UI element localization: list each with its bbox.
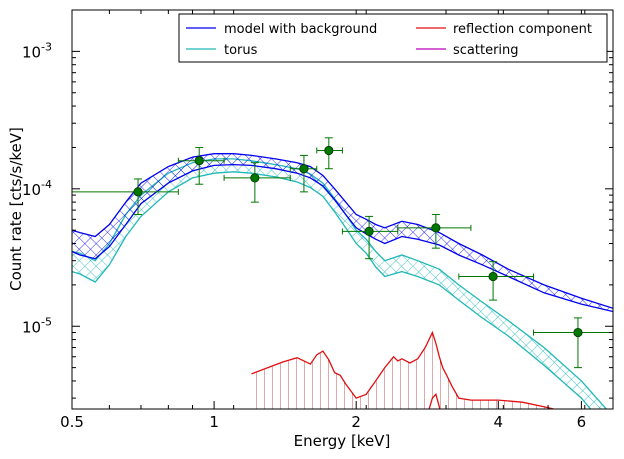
y-tick-label: 10-4 xyxy=(22,178,52,199)
data-marker xyxy=(133,187,143,197)
x-tick-label: 4 xyxy=(494,413,504,431)
data-marker xyxy=(573,327,583,338)
x-axis-title: Energy [keV] xyxy=(294,432,391,450)
x-tick-label: 2 xyxy=(351,413,361,431)
data-point xyxy=(341,215,399,260)
data-point xyxy=(223,162,291,203)
torus-band xyxy=(72,158,607,409)
y-tick-label: 10-3 xyxy=(22,40,52,61)
data-marker xyxy=(364,226,374,236)
plot-frame xyxy=(71,9,614,410)
x-tick-label: 6 xyxy=(577,413,587,431)
x-tick-label: 0.5 xyxy=(60,413,84,431)
y-axis-title: Count rate [cts/s/keV] xyxy=(7,127,25,291)
data-marker xyxy=(194,156,204,166)
data-marker xyxy=(299,164,309,174)
data-point xyxy=(289,154,318,193)
data-points-layer xyxy=(72,137,613,369)
data-marker xyxy=(324,145,334,156)
x-tick-label: 1 xyxy=(209,413,219,431)
data-point xyxy=(458,261,535,301)
data-point xyxy=(397,214,472,249)
legend: model with background reflection compone… xyxy=(178,13,608,63)
data-marker xyxy=(488,271,498,282)
legend-label-model: model with background xyxy=(224,22,377,37)
legend-label-scattering: scattering xyxy=(453,43,519,58)
data-marker xyxy=(431,223,441,233)
ticks-layer: 0.5 1 2 4 6 10-5 10-4 10-3 xyxy=(22,9,613,431)
data-marker xyxy=(250,173,260,183)
data-point xyxy=(316,137,343,170)
data-point xyxy=(533,317,613,369)
model-with-background-band xyxy=(72,153,613,312)
data-point xyxy=(72,178,179,216)
legend-label-reflection: reflection component xyxy=(453,22,592,37)
data-point xyxy=(177,146,225,185)
legend-label-torus: torus xyxy=(224,43,258,58)
torus-lower-line xyxy=(72,171,592,409)
y-tick-label: 10-5 xyxy=(22,315,52,336)
reflection-component-band xyxy=(251,332,554,409)
legend-box xyxy=(178,13,608,63)
reflection-component-upper-line xyxy=(251,330,557,409)
